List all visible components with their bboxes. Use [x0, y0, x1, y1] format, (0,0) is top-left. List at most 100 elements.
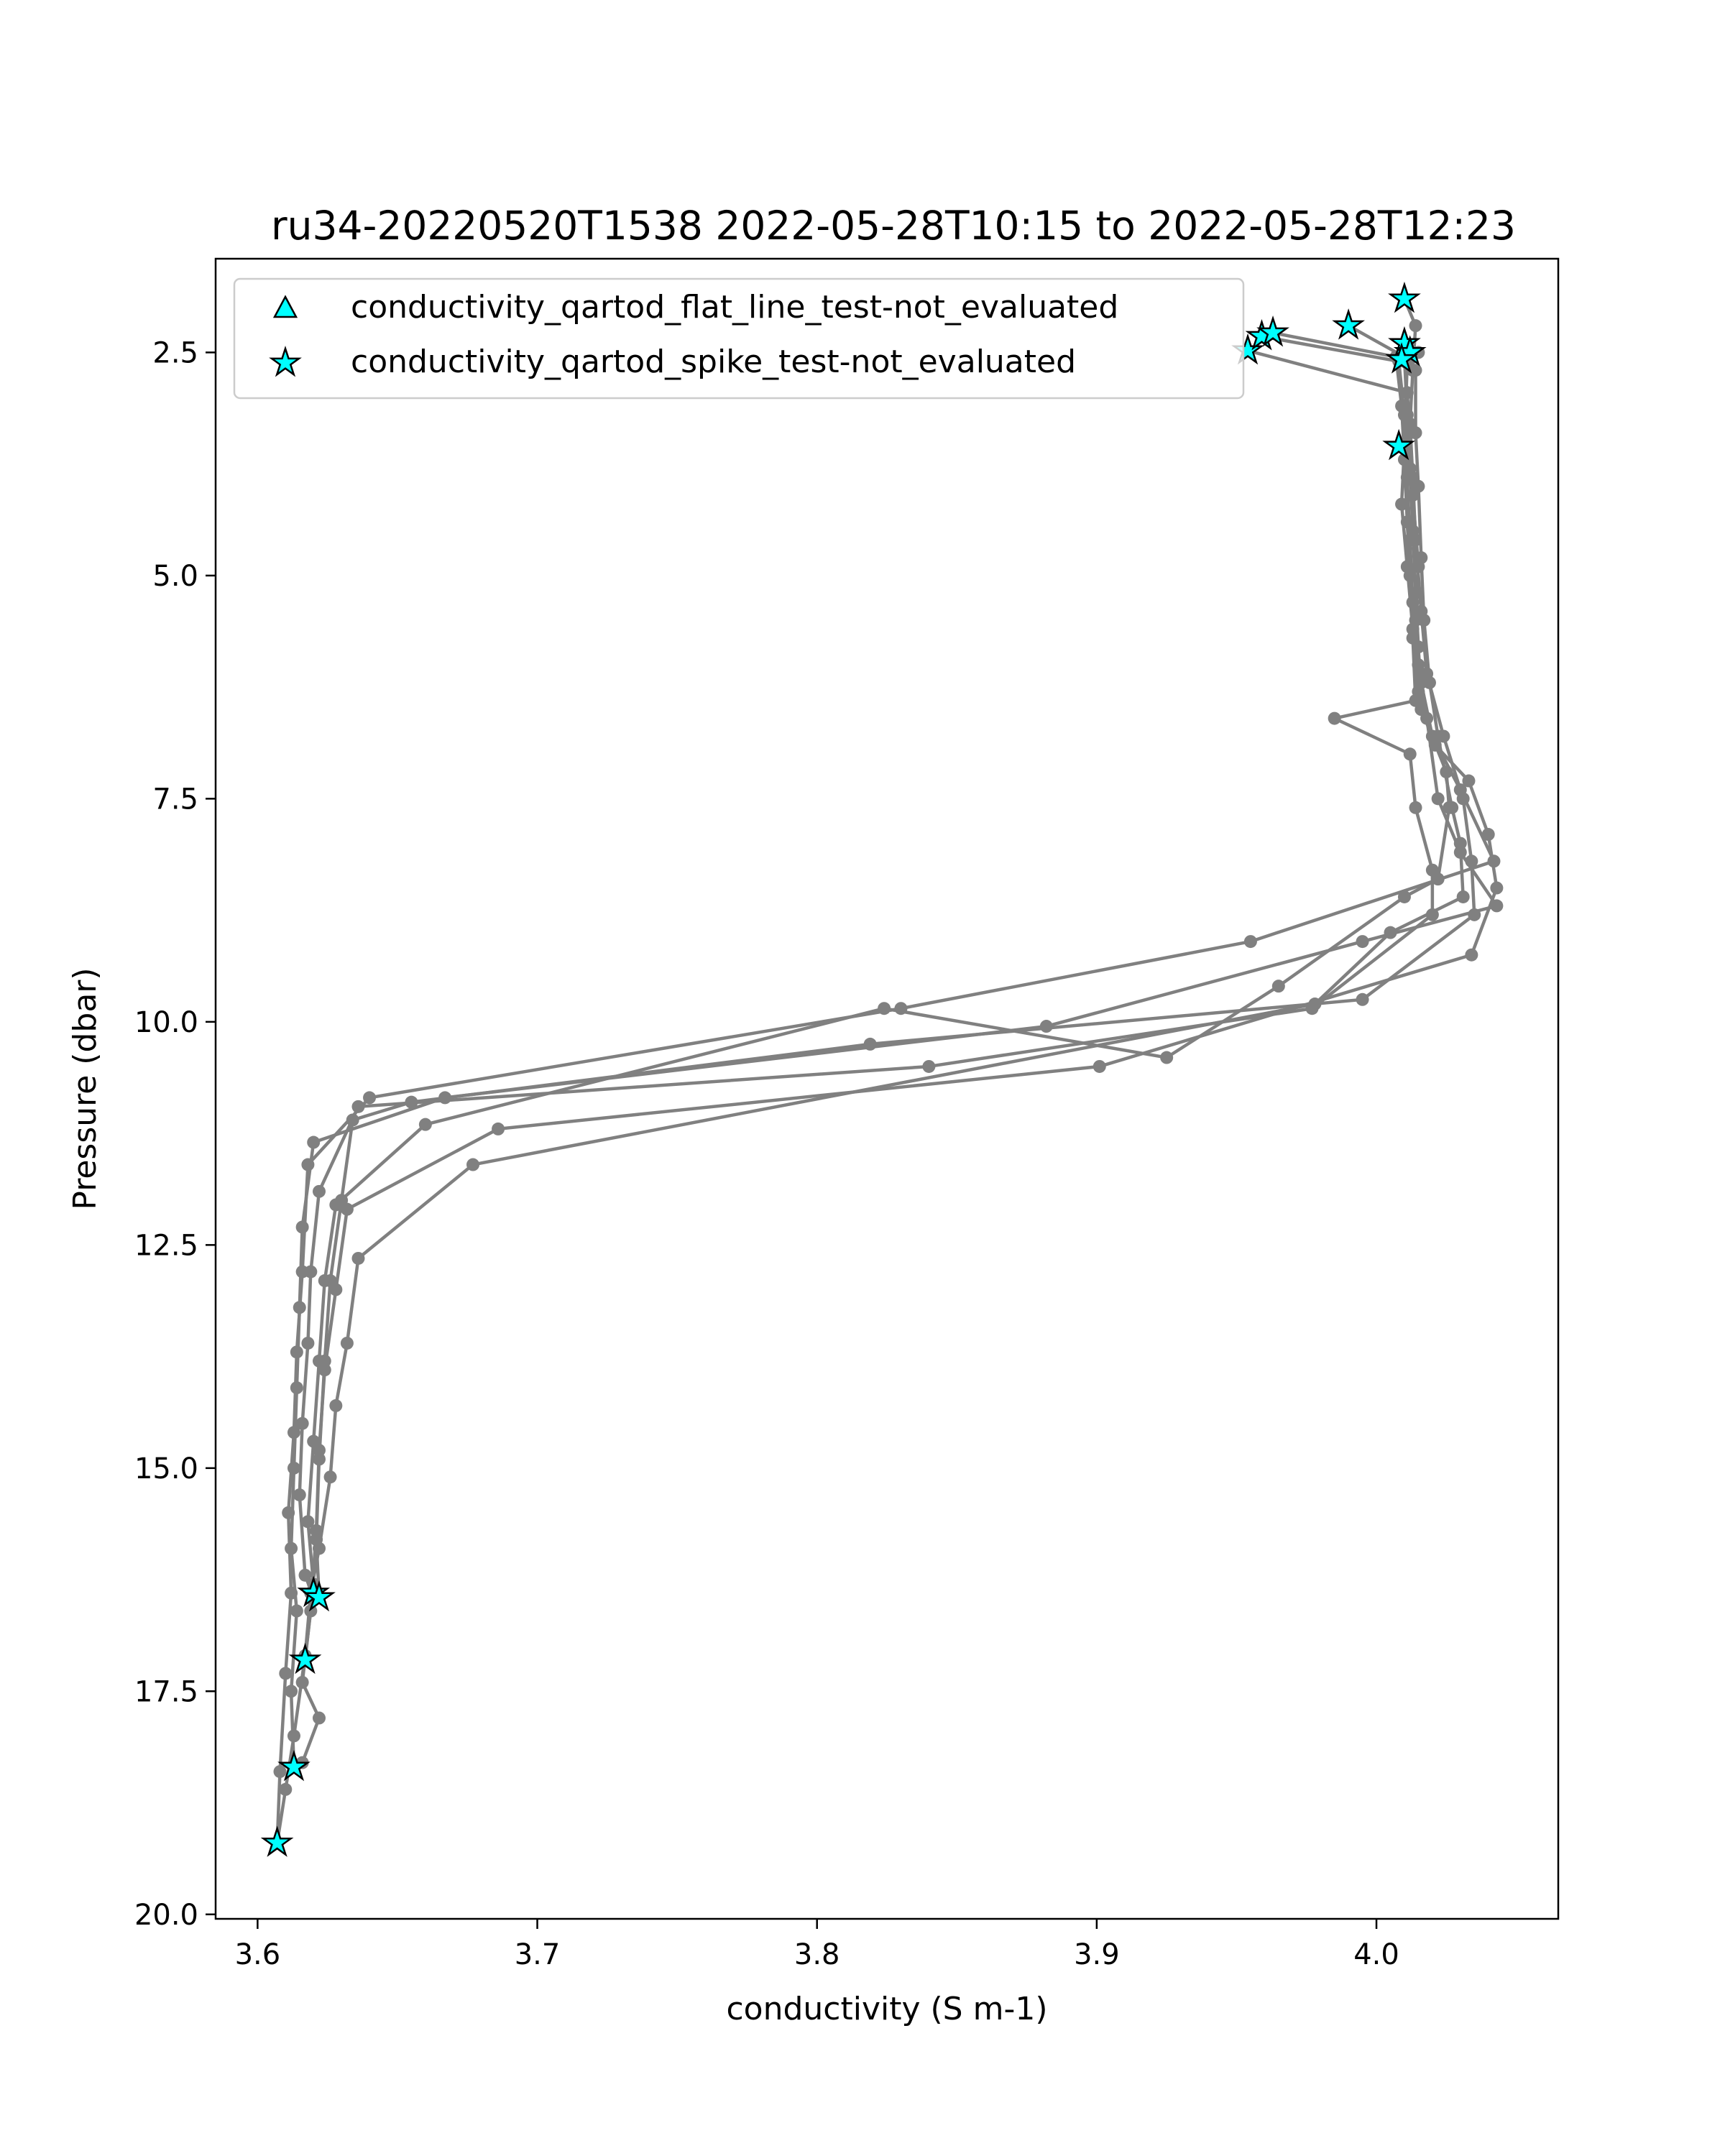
- data-point: [301, 1336, 315, 1350]
- legend-star-marker: [269, 345, 302, 377]
- data-point: [1308, 998, 1322, 1011]
- data-point: [1271, 980, 1285, 993]
- data-point: [285, 1542, 298, 1555]
- data-point: [418, 1118, 432, 1131]
- data-point: [1465, 854, 1478, 868]
- data-point: [346, 1113, 359, 1127]
- x-tick-label: 4.0: [1353, 1938, 1399, 1971]
- data-point: [295, 1416, 309, 1430]
- data-point: [1160, 1051, 1174, 1064]
- data-point: [290, 1604, 303, 1618]
- data-point: [1417, 613, 1431, 627]
- data-point: [290, 1381, 303, 1395]
- data-point: [1397, 890, 1411, 903]
- data-point: [323, 1470, 337, 1484]
- data-point: [492, 1122, 505, 1135]
- data-point: [351, 1251, 365, 1265]
- data-point: [273, 1765, 287, 1779]
- data-point: [298, 1568, 312, 1582]
- data-point: [1414, 551, 1428, 565]
- plot-frame: [214, 257, 1560, 1920]
- data-point: [1403, 747, 1417, 761]
- series-line: [314, 298, 1476, 1598]
- data-point: [340, 1336, 354, 1350]
- data-point: [1409, 319, 1422, 333]
- data-point: [1412, 479, 1425, 493]
- flag-star-marker: [1256, 315, 1289, 347]
- data-point: [1384, 926, 1397, 939]
- legend-entry-spike: conductivity_qartod_spike_test-not_evalu…: [351, 344, 1076, 380]
- flag-star-marker: [260, 1825, 294, 1857]
- data-point: [318, 1363, 331, 1377]
- y-axis-label: Pressure (dbar): [67, 967, 104, 1210]
- x-axis-label: conductivity (S m-1): [726, 1991, 1047, 2027]
- x-tick-label: 3.6: [235, 1938, 281, 1971]
- y-tick-label: 7.5: [152, 783, 198, 816]
- flag-star-marker: [1385, 342, 1418, 374]
- y-tick-label: 17.5: [134, 1675, 198, 1708]
- data-point: [1356, 992, 1369, 1006]
- legend-triangle-marker: [272, 295, 298, 318]
- data-point: [287, 1729, 300, 1743]
- flag-star-marker: [288, 1642, 322, 1674]
- data-point: [1409, 801, 1422, 814]
- y-tick-label: 5.0: [152, 560, 198, 593]
- data-point: [1409, 426, 1422, 440]
- data-point: [293, 1301, 306, 1314]
- data-point: [1481, 828, 1495, 842]
- data-point: [922, 1059, 936, 1073]
- data-point: [1456, 792, 1470, 806]
- data-point: [312, 1443, 326, 1457]
- data-point: [363, 1091, 377, 1105]
- data-point: [293, 1488, 306, 1502]
- data-point: [285, 1685, 298, 1698]
- data-point: [287, 1461, 300, 1475]
- data-point: [312, 1711, 326, 1725]
- flag-star-marker: [1388, 281, 1421, 313]
- data-point: [351, 1100, 365, 1113]
- data-point: [1400, 560, 1414, 573]
- x-tick-label: 3.9: [1074, 1938, 1120, 1971]
- data-point: [312, 1184, 326, 1198]
- flag-star-marker: [303, 1580, 336, 1612]
- data-point: [1431, 792, 1445, 806]
- data-point: [1328, 711, 1341, 725]
- x-tick-label: 3.8: [794, 1938, 840, 1971]
- data-point: [1092, 1059, 1106, 1073]
- data-point: [1468, 908, 1481, 921]
- data-point: [295, 1220, 309, 1234]
- data-point: [1453, 837, 1467, 850]
- data-point: [1395, 497, 1409, 511]
- data-point: [1465, 948, 1478, 962]
- data-point: [1490, 881, 1504, 895]
- data-point: [279, 1667, 293, 1680]
- flag-star-marker: [1382, 428, 1416, 461]
- data-point: [340, 1202, 354, 1216]
- data-point: [310, 1524, 323, 1537]
- y-tick-label: 15.0: [134, 1452, 198, 1485]
- x-tick-label: 3.7: [515, 1938, 561, 1971]
- data-point: [329, 1399, 343, 1412]
- data-point: [1422, 676, 1436, 689]
- y-axis-ticks: 2.5 5.0 7.5 10.0 12.5 15.0 17.5 20.0: [134, 336, 216, 1932]
- data-point: [1490, 899, 1504, 913]
- data-point: [1431, 872, 1445, 886]
- data-point: [1445, 801, 1459, 814]
- data-point: [1412, 685, 1425, 699]
- data-point: [405, 1095, 418, 1109]
- y-tick-label: 2.5: [152, 336, 198, 369]
- data-point: [1409, 364, 1422, 377]
- data-point: [466, 1158, 480, 1171]
- data-point: [863, 1037, 877, 1051]
- data-point: [304, 1265, 318, 1279]
- data-point: [1456, 890, 1470, 903]
- y-tick-label: 10.0: [134, 1006, 198, 1039]
- data-point: [878, 1002, 891, 1015]
- data-point: [1462, 774, 1476, 788]
- data-point: [1356, 935, 1369, 949]
- legend-entry-flat-line: conductivity_qartod_flat_line_test-not_e…: [351, 289, 1118, 326]
- data-point: [279, 1782, 293, 1796]
- flag-star-marker: [1332, 308, 1365, 340]
- y-tick-label: 12.5: [134, 1229, 198, 1262]
